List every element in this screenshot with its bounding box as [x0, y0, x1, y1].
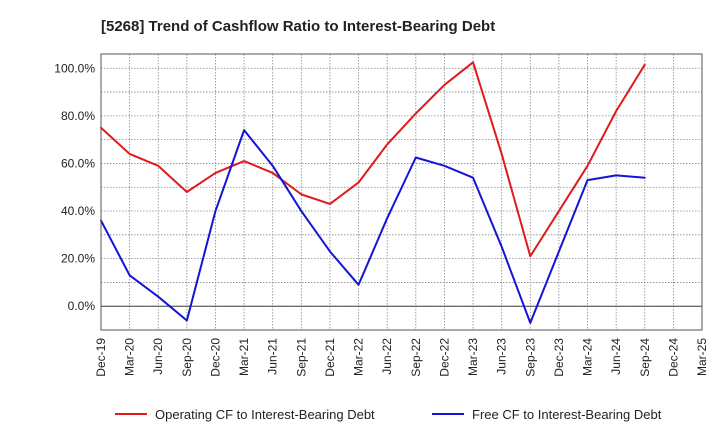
x-tick-label: Dec-19 — [94, 338, 108, 377]
y-tick-label: 100.0% — [54, 61, 95, 75]
y-tick-label: 20.0% — [61, 252, 95, 266]
y-tick-label: 80.0% — [61, 109, 95, 123]
chart-title: [5268] Trend of Cashflow Ratio to Intere… — [101, 18, 495, 35]
grid-layer — [101, 54, 702, 330]
x-tick-label: Sep-23 — [523, 338, 537, 377]
x-tick-label: Mar-22 — [352, 338, 366, 376]
x-tick-label: Sep-21 — [294, 338, 308, 377]
x-tick-label: Sep-20 — [180, 338, 194, 377]
x-tick-label: Jun-24 — [609, 338, 623, 375]
plot-frame — [100, 53, 703, 331]
legend: Operating CF to Interest-Bearing Debt Fre… — [115, 407, 662, 422]
x-axis-ticks: Dec-19 Mar-20 Jun-20 Sep-20 Dec-20 Mar-21 Jun-… — [94, 338, 709, 377]
x-tick-label: Jun-23 — [495, 338, 509, 375]
x-tick-label: Mar-25 — [695, 338, 709, 376]
series-layer — [100, 61, 646, 324]
y-axis-ticks: 0.0% 20.0% 40.0% 60.0% 80.0% 100.0% — [54, 61, 95, 313]
legend-label-1: Operating CF to Interest-Bearing Debt — [155, 407, 375, 422]
x-tick-label: Dec-22 — [437, 338, 451, 377]
x-tick-label: Dec-24 — [666, 338, 680, 377]
y-tick-label: 40.0% — [61, 204, 95, 218]
x-tick-label: Jun-20 — [151, 338, 165, 375]
y-tick-label: 60.0% — [61, 156, 95, 170]
x-tick-label: Sep-24 — [638, 338, 652, 377]
x-tick-label: Dec-20 — [208, 338, 222, 377]
series-line-2 — [100, 129, 646, 324]
y-tick-label: 0.0% — [68, 299, 96, 313]
x-tick-label: Mar-21 — [237, 338, 251, 376]
x-tick-label: Jun-21 — [266, 338, 280, 375]
x-tick-label: Mar-20 — [123, 338, 137, 376]
series-line-1 — [100, 61, 646, 258]
x-tick-label: Sep-22 — [409, 338, 423, 377]
legend-label-2: Free CF to Interest-Bearing Debt — [472, 407, 662, 422]
x-tick-label: Dec-23 — [552, 338, 566, 377]
x-tick-label: Jun-22 — [380, 338, 394, 375]
x-tick-label: Dec-21 — [323, 338, 337, 377]
x-tick-label: Mar-23 — [466, 338, 480, 376]
x-tick-label: Mar-24 — [581, 338, 595, 376]
